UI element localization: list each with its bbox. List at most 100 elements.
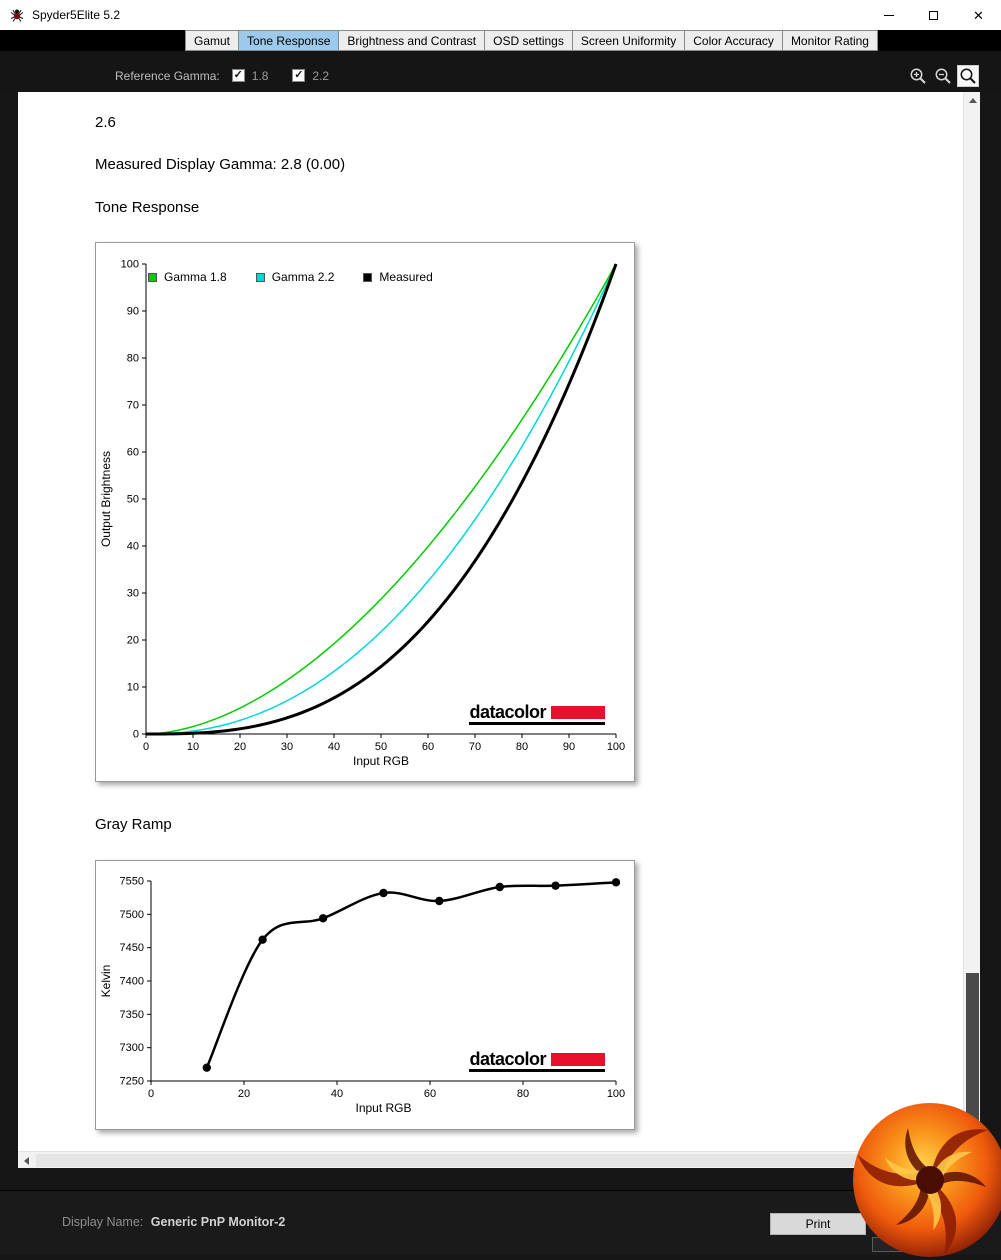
reference-gamma-1-8-checkbox[interactable]: ✓ <box>231 69 245 82</box>
svg-text:30: 30 <box>127 588 139 600</box>
tone-response-chart-card: 0 10 20 30 40 50 60 70 80 90 100 0 10 20 30 40 50 60 70 80 9… <box>95 242 635 782</box>
horizontal-scroll-thumb[interactable] <box>36 1154 916 1167</box>
zoom-controls <box>907 64 979 87</box>
maximize-button[interactable] <box>911 0 956 30</box>
measured-swatch <box>363 272 373 282</box>
svg-text:10: 10 <box>187 741 199 753</box>
svg-text:7500: 7500 <box>120 909 144 921</box>
tab-bar: Gamut Tone Response Brightness and Contr… <box>0 30 1001 51</box>
tab-screen-uniformity[interactable]: Screen Uniformity <box>572 30 686 51</box>
svg-text:40: 40 <box>328 741 340 753</box>
svg-text:60: 60 <box>127 447 139 459</box>
reference-gamma-2-2-label: 2.2 <box>312 68 330 83</box>
svg-text:40: 40 <box>127 541 139 553</box>
measured-gamma-text: Measured Display Gamma: 2.8 (0.00) <box>95 156 346 173</box>
svg-text:20: 20 <box>234 741 246 753</box>
legend-item-gamma-1-8: Gamma 1.8 <box>148 270 227 284</box>
svg-text:80: 80 <box>127 353 139 365</box>
reference-gamma-label: Reference Gamma: <box>115 68 220 83</box>
datacolor-red-bar <box>551 1052 605 1066</box>
tone-response-heading: Tone Response <box>95 199 200 216</box>
svg-text:80: 80 <box>517 1088 529 1100</box>
reference-gamma-2-2-checkbox[interactable]: ✓ <box>292 69 306 82</box>
display-name-value: Generic PnP Monitor-2 <box>150 1215 286 1229</box>
svg-text:20: 20 <box>238 1088 250 1100</box>
gray-ramp-chart: 7250 7300 7350 7400 7450 7500 7550 0 20 40 60 80 100… <box>99 876 625 1116</box>
tab-osd-settings[interactable]: OSD settings <box>485 30 573 51</box>
tab-gamut[interactable]: Gamut <box>185 30 240 51</box>
svg-text:30: 30 <box>281 741 293 753</box>
title-bar: Spyder5Elite 5.2 ✕ <box>0 0 1001 30</box>
svg-text:90: 90 <box>127 306 139 318</box>
svg-text:60: 60 <box>424 1088 436 1100</box>
print-button[interactable]: Print <box>770 1213 866 1235</box>
tone-response-chart: 0 10 20 30 40 50 60 70 80 90 100 0 10 20 30 40 50 60 70 80 9… <box>99 259 625 769</box>
legend-label: Measured <box>379 270 433 284</box>
zoom-in-button[interactable] <box>907 65 929 87</box>
magnifier-icon <box>960 68 976 84</box>
svg-text:0: 0 <box>143 741 149 753</box>
display-name-label: Display Name: <box>62 1215 144 1229</box>
svg-text:50: 50 <box>375 741 387 753</box>
checkmark-icon: ✓ <box>294 69 304 81</box>
gray-ramp-heading: Gray Ramp <box>95 816 172 833</box>
datacolor-logo: datacolor <box>469 703 605 725</box>
svg-text:50: 50 <box>127 494 139 506</box>
close-icon: ✕ <box>973 7 984 23</box>
svg-text:Output Brightness: Output Brightness <box>99 451 113 547</box>
svg-text:20: 20 <box>127 635 139 647</box>
horizontal-scrollbar[interactable] <box>18 1151 963 1168</box>
scroll-up-button[interactable] <box>964 92 981 109</box>
zoom-out-button[interactable] <box>932 65 954 87</box>
svg-text:7350: 7350 <box>120 1009 144 1021</box>
legend-item-measured: Measured <box>363 270 433 284</box>
svg-text:10: 10 <box>127 682 139 694</box>
svg-text:7550: 7550 <box>120 876 144 888</box>
svg-text:7450: 7450 <box>120 942 144 954</box>
zoom-in-icon <box>910 68 926 84</box>
scroll-left-button[interactable] <box>18 1152 35 1169</box>
maximize-icon <box>929 10 938 20</box>
svg-text:7400: 7400 <box>120 976 144 988</box>
vertical-scroll-thumb[interactable] <box>966 973 979 1140</box>
svg-text:Input RGB: Input RGB <box>353 754 409 768</box>
tab-brightness-and-contrast[interactable]: Brightness and Contrast <box>339 30 486 51</box>
checkmark-icon: ✓ <box>233 69 243 81</box>
svg-text:7300: 7300 <box>120 1042 144 1054</box>
window-controls: ✕ <box>866 0 1001 30</box>
tone-response-legend: Gamma 1.8 Gamma 2.2 Measured <box>148 270 433 284</box>
gamma-1-8-swatch <box>148 272 157 282</box>
svg-text:100: 100 <box>607 1088 625 1100</box>
svg-text:7250: 7250 <box>120 1076 144 1088</box>
svg-text:Input RGB: Input RGB <box>355 1101 411 1115</box>
report-panel: 2.6 Measured Display Gamma: 2.8 (0.00) T… <box>18 92 980 1168</box>
svg-text:90: 90 <box>563 741 575 753</box>
legend-label: Gamma 1.8 <box>164 270 227 284</box>
datacolor-red-bar <box>551 705 605 719</box>
window-title: Spyder5Elite 5.2 <box>32 8 121 22</box>
gamma-value-text: 2.6 <box>95 114 116 131</box>
svg-text:70: 70 <box>127 400 139 412</box>
tab-monitor-rating[interactable]: Monitor Rating <box>782 30 878 51</box>
options-toolbar: Reference Gamma: ✓ 1.8 ✓ 2.2 <box>0 51 1001 92</box>
app-icon <box>10 9 24 22</box>
vertical-scrollbar[interactable] <box>963 92 980 1151</box>
zoom-select-button[interactable] <box>957 64 979 87</box>
minimize-button[interactable] <box>866 0 911 30</box>
legend-label: Gamma 2.2 <box>271 270 335 284</box>
svg-text:60: 60 <box>422 741 434 753</box>
legend-item-gamma-2-2: Gamma 2.2 <box>255 270 335 284</box>
flame-spiral-logo <box>853 1103 1001 1257</box>
close-button[interactable]: ✕ <box>956 0 1001 30</box>
tab-color-accuracy[interactable]: Color Accuracy <box>685 30 783 51</box>
datacolor-logo: datacolor <box>469 1050 605 1072</box>
svg-text:70: 70 <box>469 741 481 753</box>
minimize-icon <box>883 14 894 16</box>
svg-text:40: 40 <box>331 1088 343 1100</box>
datacolor-wordmark: datacolor <box>469 702 546 722</box>
datacolor-wordmark: datacolor <box>469 1049 546 1069</box>
svg-text:Kelvin: Kelvin <box>99 965 113 998</box>
svg-text:100: 100 <box>607 741 625 753</box>
tab-tone-response[interactable]: Tone Response <box>239 30 340 51</box>
svg-text:0: 0 <box>148 1088 154 1100</box>
